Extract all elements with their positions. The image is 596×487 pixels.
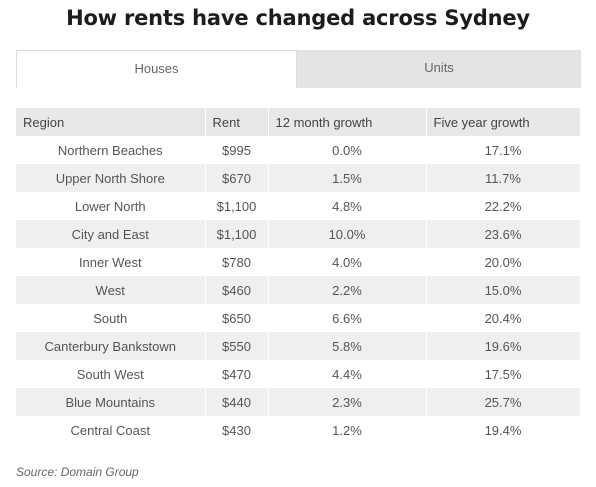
cell-12-month-growth: 2.2% <box>268 276 427 304</box>
cell-rent: $460 <box>205 276 269 304</box>
cell-12-month-growth: 6.6% <box>268 304 427 332</box>
table-row: Northern Beaches $995 0.0% 17.1% <box>16 136 581 164</box>
cell-five-year-growth: 17.1% <box>426 136 581 164</box>
tab-houses[interactable]: Houses <box>16 50 297 88</box>
cell-region: West <box>16 276 206 304</box>
cell-12-month-growth: 5.8% <box>268 332 427 360</box>
cell-five-year-growth: 20.4% <box>426 304 581 332</box>
cell-rent: $1,100 <box>205 220 269 248</box>
cell-region: City and East <box>16 220 206 248</box>
table-row: Blue Mountains $440 2.3% 25.7% <box>16 388 581 416</box>
cell-five-year-growth: 19.6% <box>426 332 581 360</box>
cell-rent: $430 <box>205 416 269 444</box>
table-row: South West $470 4.4% 17.5% <box>16 360 581 388</box>
cell-12-month-growth: 1.2% <box>268 416 427 444</box>
table-row: City and East $1,100 10.0% 23.6% <box>16 220 581 248</box>
cell-rent: $1,100 <box>205 192 269 220</box>
cell-region: Inner West <box>16 248 206 276</box>
table-row: West $460 2.2% 15.0% <box>16 276 581 304</box>
cell-five-year-growth: 17.5% <box>426 360 581 388</box>
cell-12-month-growth: 10.0% <box>268 220 427 248</box>
cell-five-year-growth: 11.7% <box>426 164 581 192</box>
cell-five-year-growth: 20.0% <box>426 248 581 276</box>
cell-rent: $440 <box>205 388 269 416</box>
source-note: Source: Domain Group <box>16 465 139 479</box>
column-header-region[interactable]: Region <box>16 108 206 136</box>
cell-region: Blue Mountains <box>16 388 206 416</box>
cell-five-year-growth: 15.0% <box>426 276 581 304</box>
table-body: Northern Beaches $995 0.0% 17.1% Upper North… <box>16 136 581 444</box>
cell-region: Northern Beaches <box>16 136 206 164</box>
cell-five-year-growth: 22.2% <box>426 192 581 220</box>
cell-12-month-growth: 0.0% <box>268 136 427 164</box>
cell-rent: $995 <box>205 136 269 164</box>
cell-12-month-growth: 4.4% <box>268 360 427 388</box>
cell-12-month-growth: 4.0% <box>268 248 427 276</box>
cell-rent: $550 <box>205 332 269 360</box>
cell-12-month-growth: 2.3% <box>268 388 427 416</box>
column-header-rent[interactable]: Rent <box>205 108 269 136</box>
rents-table: Region Rent 12 month growth Five year gr… <box>16 108 581 444</box>
cell-12-month-growth: 1.5% <box>268 164 427 192</box>
cell-region: South West <box>16 360 206 388</box>
table-row: South $650 6.6% 20.4% <box>16 304 581 332</box>
cell-region: South <box>16 304 206 332</box>
cell-region: Upper North Shore <box>16 164 206 192</box>
table-row: Upper North Shore $670 1.5% 11.7% <box>16 164 581 192</box>
column-header-12-month-growth[interactable]: 12 month growth <box>268 108 427 136</box>
cell-rent: $780 <box>205 248 269 276</box>
cell-region: Central Coast <box>16 416 206 444</box>
cell-region: Lower North <box>16 192 206 220</box>
cell-rent: $670 <box>205 164 269 192</box>
cell-12-month-growth: 4.8% <box>268 192 427 220</box>
cell-region: Canterbury Bankstown <box>16 332 206 360</box>
table-row: Canterbury Bankstown $550 5.8% 19.6% <box>16 332 581 360</box>
column-header-five-year-growth[interactable]: Five year growth <box>426 108 581 136</box>
cell-five-year-growth: 25.7% <box>426 388 581 416</box>
cell-five-year-growth: 19.4% <box>426 416 581 444</box>
cell-rent: $470 <box>205 360 269 388</box>
tab-units[interactable]: Units <box>297 50 581 88</box>
cell-rent: $650 <box>205 304 269 332</box>
cell-five-year-growth: 23.6% <box>426 220 581 248</box>
page-title: How rents have changed across Sydney <box>66 6 530 30</box>
tab-bar: Houses Units <box>16 50 581 88</box>
table-row: Inner West $780 4.0% 20.0% <box>16 248 581 276</box>
table-header-row: Region Rent 12 month growth Five year gr… <box>16 108 581 136</box>
table-row: Central Coast $430 1.2% 19.4% <box>16 416 581 444</box>
table-row: Lower North $1,100 4.8% 22.2% <box>16 192 581 220</box>
